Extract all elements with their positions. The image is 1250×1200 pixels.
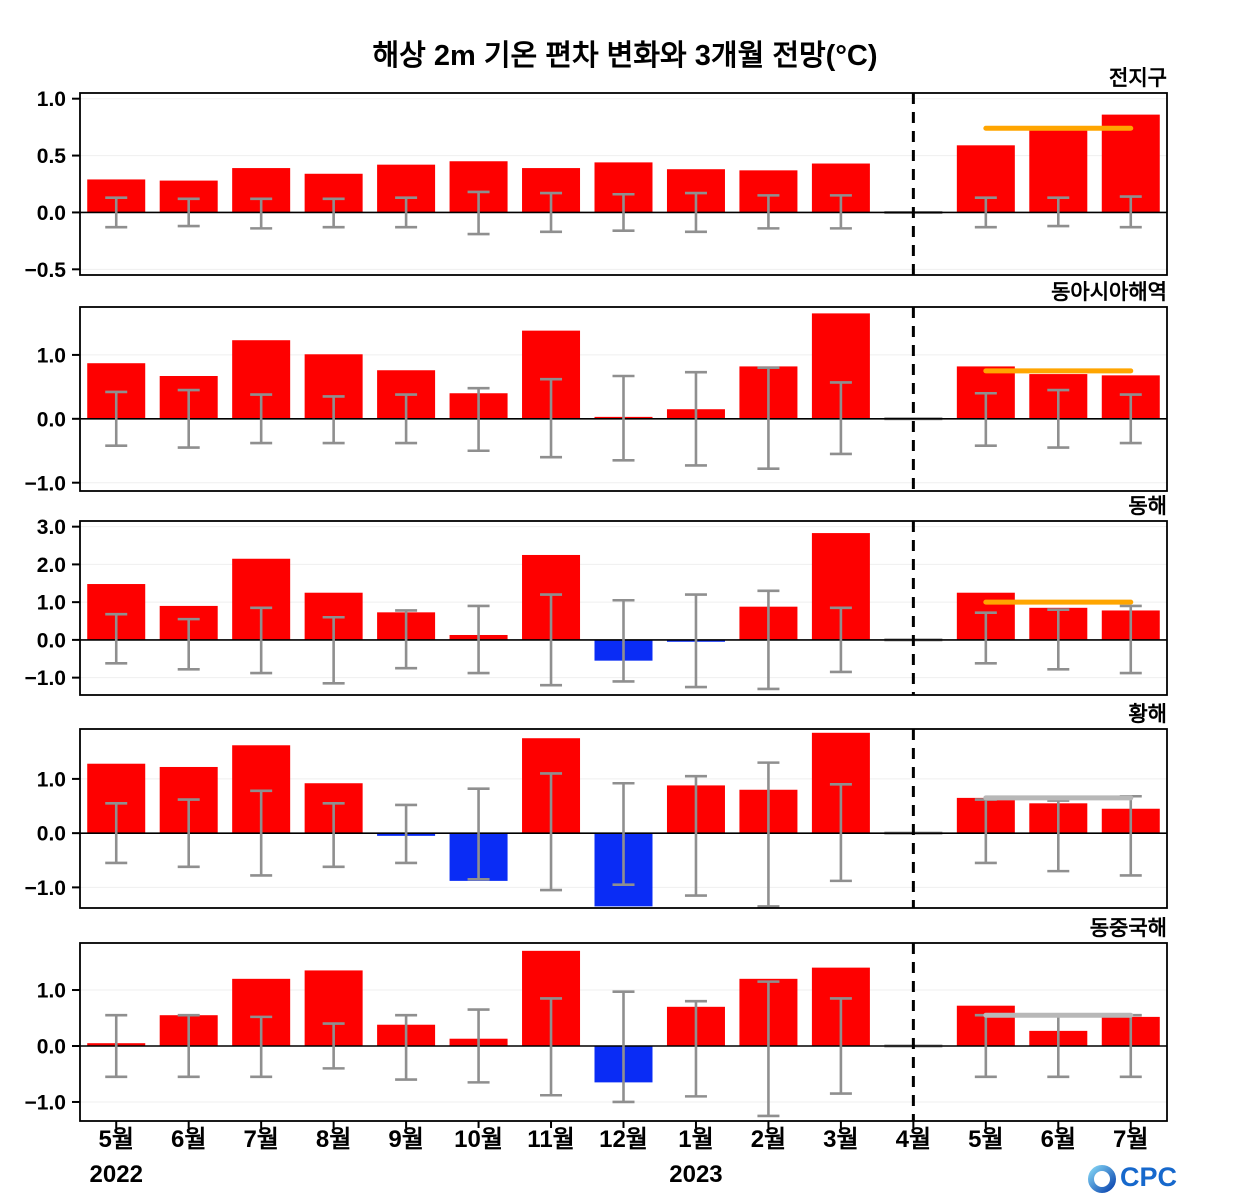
y-tick-label: −0.5	[25, 259, 67, 282]
y-tick-label: −1.0	[25, 877, 66, 900]
x-tick-label: 6월	[171, 1126, 206, 1153]
y-tick-label: 0.0	[37, 629, 66, 652]
y-tick-label: 1.0	[37, 344, 66, 367]
x-tick-label: 3월	[823, 1126, 858, 1153]
panel-title: 동아시아해역	[1051, 281, 1167, 304]
y-tick-label: 1.0	[37, 768, 66, 791]
x-tick-label: 5월	[99, 1126, 134, 1153]
x-tick-label: 2월	[751, 1126, 786, 1153]
y-tick-label: 0.0	[37, 1036, 66, 1059]
ocpc-logo-icon	[1088, 1165, 1116, 1193]
y-tick-label: 1.0	[37, 980, 66, 1003]
ocpc-logo-text: CPC	[1120, 1161, 1178, 1192]
panel-title: 동해	[1128, 495, 1167, 518]
x-tick-label: 11월	[527, 1126, 574, 1153]
panel-border	[79, 92, 1168, 276]
ocpc-logo: CPC	[1086, 1156, 1186, 1198]
y-tick-label: 0.0	[37, 202, 66, 225]
panel-title: 전지구	[1109, 67, 1167, 90]
panel-border	[79, 520, 1168, 696]
year-label-right: 2023	[669, 1161, 722, 1188]
y-tick-label: −1.0	[25, 472, 66, 495]
y-tick-label: 1.0	[37, 592, 66, 615]
x-tick-label: 8월	[316, 1126, 351, 1153]
panel-border	[79, 728, 1168, 909]
x-tick-label: 7월	[243, 1126, 278, 1153]
y-tick-label: −1.0	[25, 667, 66, 690]
x-tick-label: 4월	[896, 1126, 931, 1153]
x-tick-label: 10월	[454, 1126, 503, 1153]
y-tick-label: 3.0	[37, 516, 66, 539]
year-label-left: 2022	[90, 1161, 143, 1188]
x-tick-label: 6월	[1041, 1126, 1076, 1153]
x-tick-label: 12월	[599, 1126, 648, 1153]
y-tick-label: 0.0	[37, 408, 66, 431]
panel-title: 동중국해	[1090, 917, 1167, 940]
chart-title: 해상 2m 기온 편차 변화와 3개월 전망(°C)	[372, 40, 878, 72]
x-tick-label: 7월	[1113, 1126, 1148, 1153]
y-tick-label: 1.0	[37, 88, 66, 111]
y-tick-label: −1.0	[25, 1092, 66, 1115]
y-tick-label: 0.0	[37, 823, 66, 846]
x-tick-label: 1월	[678, 1126, 713, 1153]
panel-border	[79, 306, 1168, 492]
y-tick-label: 2.0	[37, 554, 66, 577]
x-tick-label: 9월	[388, 1126, 423, 1153]
panel-title: 황해	[1128, 703, 1167, 726]
y-tick-label: 0.5	[37, 145, 67, 168]
x-tick-label: 5월	[968, 1126, 1003, 1153]
